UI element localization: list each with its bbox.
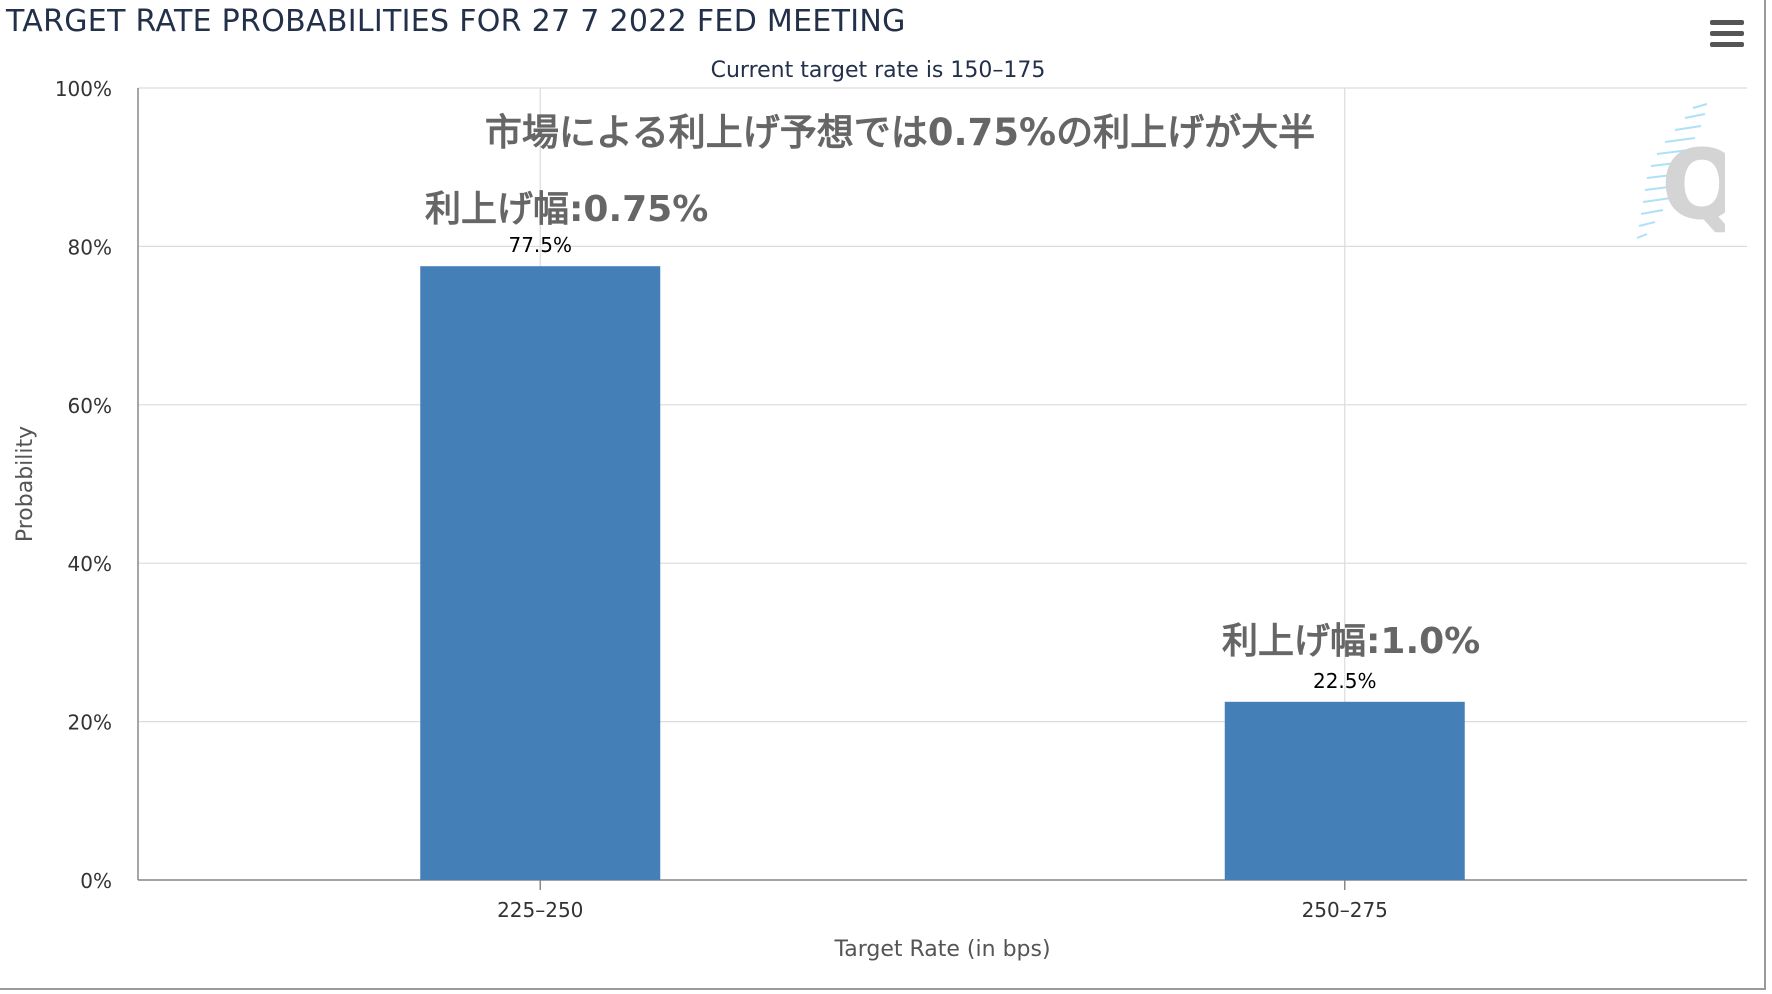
y-tick-label: 100% — [55, 77, 112, 101]
chart-subtitle: Current target rate is 150–175 — [710, 58, 1046, 83]
x-axis-title: Target Rate (in bps) — [833, 937, 1050, 962]
chart-menu-button[interactable] — [1706, 16, 1746, 52]
y-tick-label: 20% — [68, 711, 112, 735]
x-tick-label: 250–275 — [1302, 898, 1388, 922]
chart-title: TARGET RATE PROBABILITIES FOR 27 7 2022 … — [6, 4, 906, 39]
bar[interactable] — [1224, 701, 1465, 880]
x-tick-label: 225–250 — [497, 898, 583, 922]
y-tick-label: 0% — [80, 869, 112, 893]
q-logo-letter: Q — [1661, 129, 1725, 241]
q-logo-icon: Q — [1615, 100, 1743, 254]
y-tick-label: 60% — [68, 394, 112, 418]
y-axis-title: Probability — [13, 426, 38, 542]
bar[interactable] — [420, 266, 661, 880]
data-label: 77.5% — [508, 233, 572, 257]
bar-1-annotation: 利上げ幅:0.75% — [425, 189, 709, 230]
headline-annotation: 市場による利上げ予想では0.75%の利上げが大半 — [484, 111, 1316, 154]
y-tick-label: 80% — [68, 235, 112, 259]
y-tick-label: 40% — [68, 552, 112, 576]
bar-2-annotation: 利上げ幅:1.0% — [1222, 621, 1481, 662]
data-label: 22.5% — [1313, 669, 1377, 693]
